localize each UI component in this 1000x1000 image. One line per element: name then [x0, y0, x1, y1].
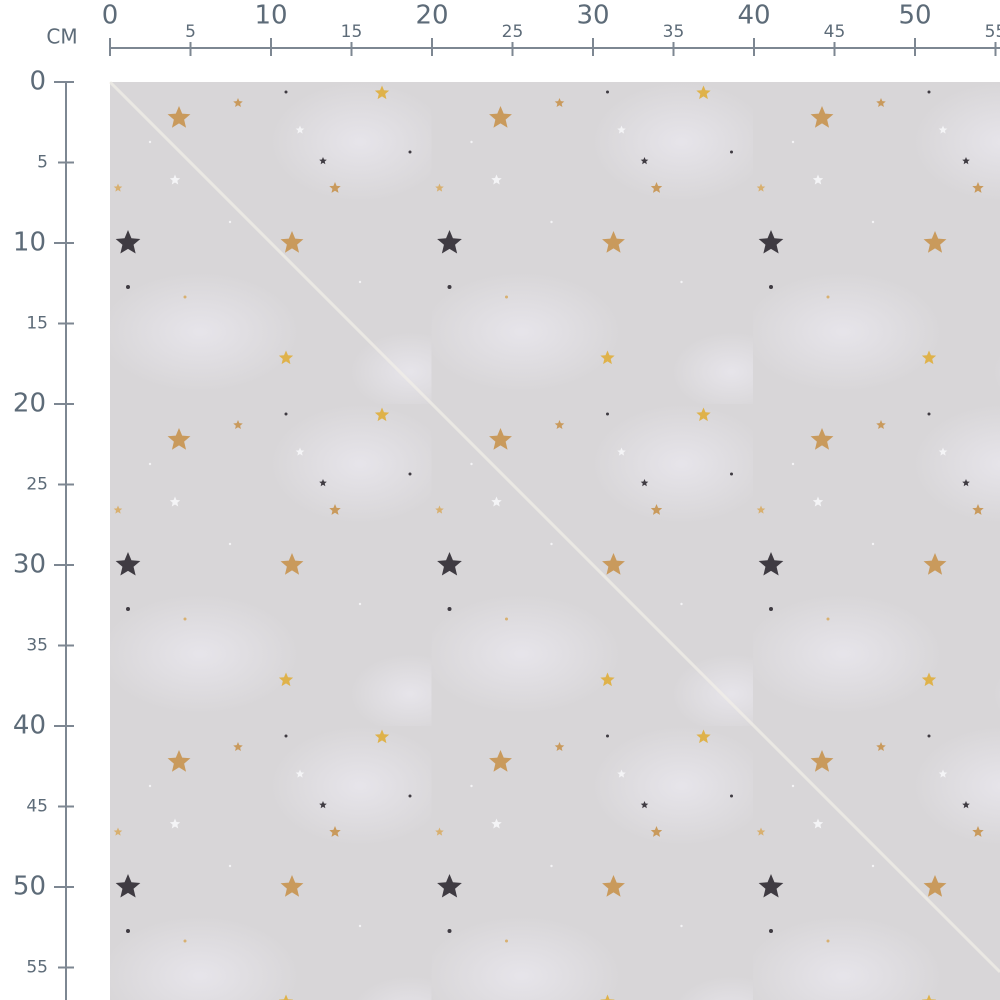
- ruler-label: 45: [824, 22, 846, 42]
- ruler-label: 20: [13, 389, 46, 419]
- ruler-label: 55: [26, 958, 48, 978]
- ruler-label: 0: [102, 1, 119, 31]
- ruler-label: 10: [254, 1, 287, 31]
- ruler-label: 25: [26, 475, 48, 495]
- unit-label: CM: [46, 25, 77, 49]
- ruler-label: 50: [898, 1, 931, 31]
- ruler-label: 50: [13, 872, 46, 902]
- ruler-label: 55: [985, 22, 1000, 42]
- ruler-label: 20: [415, 1, 448, 31]
- ruler-label: 30: [576, 1, 609, 31]
- ruler-label: 0: [29, 67, 46, 97]
- ruler-label: 45: [26, 797, 48, 817]
- ruler-label: 25: [502, 22, 524, 42]
- ruler-label: 35: [26, 636, 48, 656]
- fold-line: [108, 80, 1000, 974]
- ruler-label: 30: [13, 550, 46, 580]
- ruler-label: 15: [341, 22, 363, 42]
- ruler-label: 35: [663, 22, 685, 42]
- ruler-label: 5: [37, 153, 48, 173]
- fabric-swatch: [110, 82, 1000, 1000]
- ruler-label: 40: [13, 711, 46, 741]
- ruler-label: 5: [185, 22, 196, 42]
- ruler-label: 40: [737, 1, 770, 31]
- ruler-label: 10: [13, 228, 46, 258]
- ruler-label: 15: [26, 314, 48, 334]
